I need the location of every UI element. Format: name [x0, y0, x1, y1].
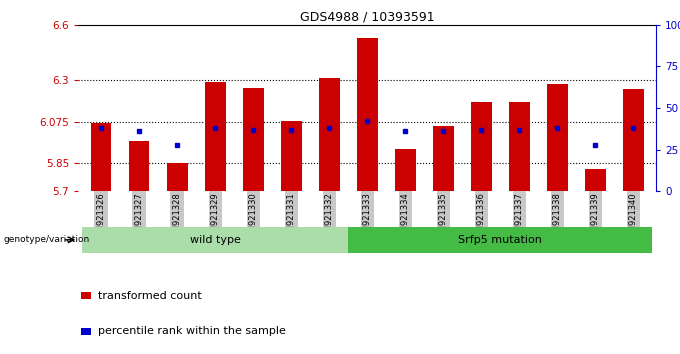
Bar — [623, 90, 644, 191]
Bar — [319, 78, 339, 191]
Title: GDS4988 / 10393591: GDS4988 / 10393591 — [300, 11, 435, 24]
Bar — [205, 82, 226, 191]
Text: Srfp5 mutation: Srfp5 mutation — [458, 235, 542, 245]
Bar — [432, 126, 454, 191]
Bar — [243, 88, 264, 191]
Bar — [129, 141, 150, 191]
Bar — [357, 38, 377, 191]
Text: percentile rank within the sample: percentile rank within the sample — [99, 326, 286, 336]
Bar — [585, 169, 606, 191]
Bar — [81, 292, 92, 299]
Bar — [81, 328, 92, 335]
Bar — [471, 102, 492, 191]
Bar — [395, 149, 415, 191]
Text: transformed count: transformed count — [99, 291, 202, 301]
Bar — [167, 164, 188, 191]
Bar — [348, 227, 652, 253]
Bar — [90, 123, 112, 191]
Bar — [509, 102, 530, 191]
Bar — [82, 227, 348, 253]
Text: genotype/variation: genotype/variation — [3, 235, 90, 244]
Text: wild type: wild type — [190, 235, 241, 245]
Bar — [281, 121, 302, 191]
Bar — [547, 84, 568, 191]
